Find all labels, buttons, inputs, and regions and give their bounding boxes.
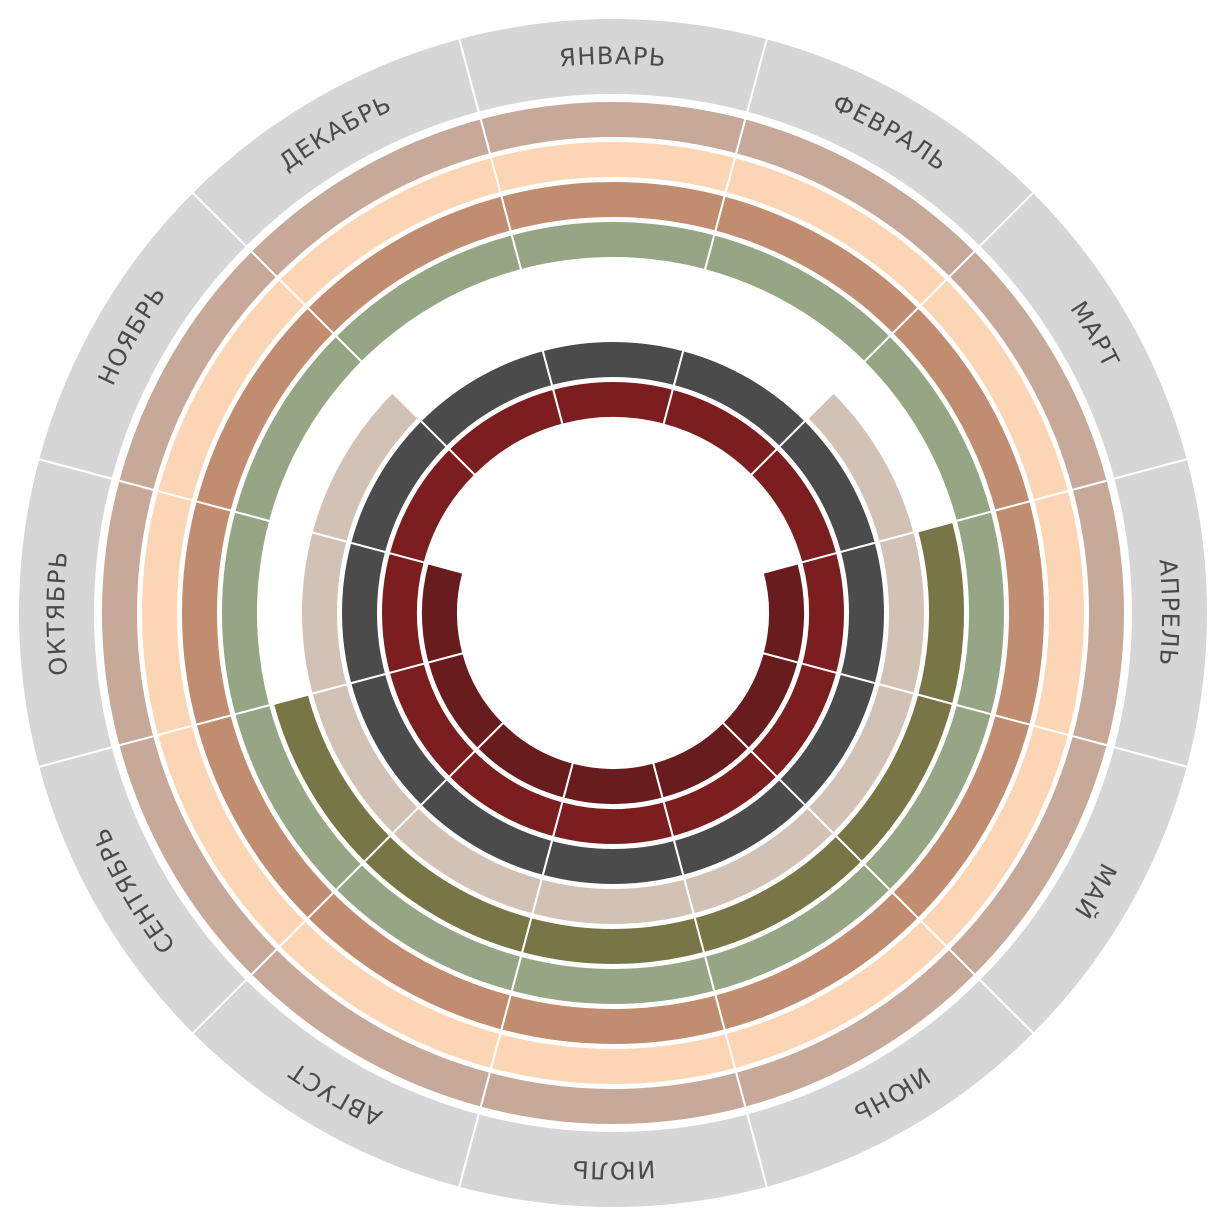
ring-8-month-7 xyxy=(551,800,675,846)
month-label-10: ОКТЯБРЬ xyxy=(42,549,73,677)
ring-7-month-1 xyxy=(541,340,685,388)
ring-4-month-1 xyxy=(510,220,716,272)
month-label-7: ИЮЛЬ xyxy=(570,1154,656,1184)
month-label-1: ЯНВАРЬ xyxy=(558,42,668,73)
ring-7-month-7 xyxy=(541,838,685,886)
ring-6-month-11 xyxy=(310,390,420,544)
ring-7-month-4 xyxy=(838,541,886,685)
month-label-4: АПРЕЛЬ xyxy=(1154,558,1185,668)
ring-8-month-4 xyxy=(800,551,846,675)
ring-3-month-12 xyxy=(306,194,512,336)
ring-9-month-4 xyxy=(761,562,806,664)
ring-2-month-12 xyxy=(277,155,502,307)
ring-7-month-10 xyxy=(340,541,388,685)
ring-4-month-12 xyxy=(334,233,523,364)
ring-8-month-1 xyxy=(551,380,675,426)
ring-1-month-12 xyxy=(249,117,492,279)
ring-9-month-10 xyxy=(420,562,465,664)
ring-7-month-12 xyxy=(419,349,554,449)
ring-8-month-12 xyxy=(447,387,564,477)
ring-8-month-10 xyxy=(380,551,426,675)
ring-9-month-7 xyxy=(562,761,664,806)
month-segment-12 xyxy=(190,37,481,249)
ring-5-month-9 xyxy=(271,693,392,864)
ring-4-month-10 xyxy=(220,510,272,716)
